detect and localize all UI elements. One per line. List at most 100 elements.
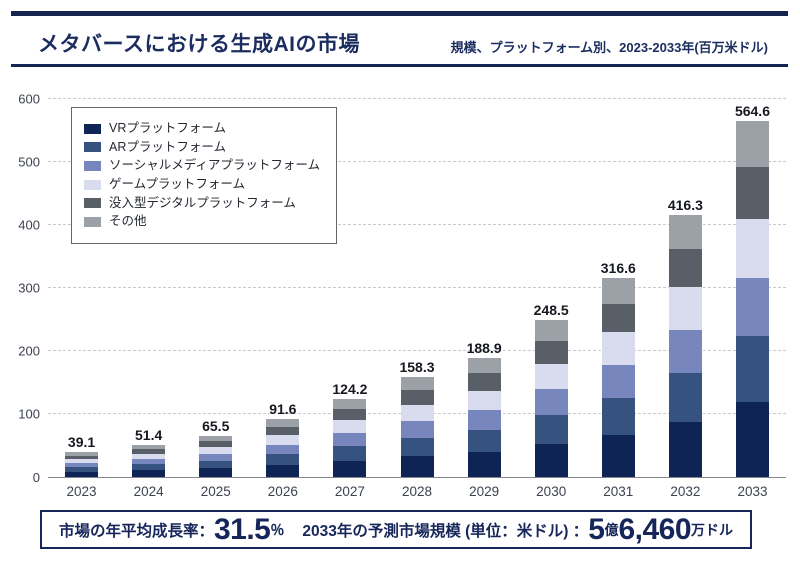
segment-2031-series-1 xyxy=(601,398,635,436)
gridline-200: 200 xyxy=(18,344,786,359)
segment-2033-series-4 xyxy=(735,167,769,220)
legend-item-4: 没入型デジタルプラットフォーム xyxy=(84,196,320,212)
legend-swatch-icon xyxy=(84,142,101,153)
total-label-2024: 51.4 xyxy=(135,426,163,443)
segment-2025-series-0 xyxy=(199,468,233,477)
bar-column-2023: 39.1 xyxy=(48,435,115,477)
segment-2028-series-4 xyxy=(400,390,434,405)
total-label-2030: 248.5 xyxy=(533,302,569,319)
segment-2028-series-0 xyxy=(400,456,434,477)
bar-column-2024: 51.4 xyxy=(115,428,182,477)
segment-2033-series-1 xyxy=(735,336,769,403)
segment-2033-series-5 xyxy=(735,121,769,168)
segment-2029-series-1 xyxy=(467,430,501,452)
segment-2023-series-3 xyxy=(65,459,99,464)
segment-2027-series-0 xyxy=(333,460,367,477)
gridline-500: 500 xyxy=(18,155,786,170)
segment-2028-series-1 xyxy=(400,437,434,457)
top-accent-rule xyxy=(11,11,788,16)
x-tick-2028: 2028 xyxy=(401,484,433,499)
header-divider-rule xyxy=(11,64,788,67)
bar-column-2031: 316.6 xyxy=(585,261,652,477)
stacked-bar-2023 xyxy=(65,452,99,477)
segment-2031-series-3 xyxy=(601,332,635,366)
forecast-unit-1: 億 xyxy=(604,521,619,538)
gridline-400: 400 xyxy=(18,218,786,233)
stacked-bar-2030 xyxy=(534,320,568,477)
bar-column-2026: 91.6 xyxy=(249,402,316,477)
segment-2027-series-5 xyxy=(333,398,367,409)
stacked-bar-2033 xyxy=(735,121,769,477)
forecast-value-2: 6,460 xyxy=(618,512,692,546)
legend-item-0: VRプラットフォーム xyxy=(84,121,320,137)
segment-2026-series-1 xyxy=(266,454,300,465)
total-label-2032: 416.3 xyxy=(667,196,703,213)
y-tick-0: 0 xyxy=(32,470,40,485)
segment-2032-series-1 xyxy=(668,373,702,422)
cagr-label: 市場の年平均成長率： xyxy=(58,522,214,540)
legend-swatch-icon xyxy=(84,216,101,227)
legend-label: ARプラットフォーム xyxy=(109,139,226,154)
x-tick-2026: 2026 xyxy=(267,484,298,499)
total-label-2025: 65.5 xyxy=(202,417,230,434)
y-tick-100: 100 xyxy=(18,406,40,422)
total-label-2023: 39.1 xyxy=(67,434,96,451)
bar-columns: 39.1 51.4 65.5 91.6 124.2 158.3 188.9 248.5 316.… xyxy=(48,100,786,477)
segment-2024-series-1 xyxy=(132,464,166,471)
segment-2026-series-5 xyxy=(266,419,300,427)
segment-2024-series-3 xyxy=(132,453,166,459)
segment-2030-series-0 xyxy=(534,444,568,477)
segment-2030-series-2 xyxy=(534,389,568,416)
x-tick-2032: 2032 xyxy=(670,484,701,499)
y-tick-200: 200 xyxy=(18,343,40,359)
summary-banner: 市場の年平均成長率： 31.5 ％ 2033年の予測市場規模 (単位：米ドル) ： 5… xyxy=(40,510,752,549)
segment-2029-series-4 xyxy=(467,373,501,391)
segment-2032-series-2 xyxy=(668,330,702,374)
segment-2033-series-0 xyxy=(735,402,769,477)
segment-2023-series-4 xyxy=(65,455,99,460)
segment-2025-series-2 xyxy=(199,453,233,461)
page-title: メタバースにおける生成AIの市場 xyxy=(38,33,360,56)
stacked-bar-2031 xyxy=(601,277,635,477)
cagr-value: 31.5 xyxy=(213,512,271,546)
legend-item-5: その他 xyxy=(84,214,320,230)
segment-2025-series-1 xyxy=(199,460,233,469)
x-axis-labels: 2023 2024 2025 2026 2027 2028 2029 2030 2031 2032… xyxy=(48,484,786,499)
legend-label: 没入型デジタルプラットフォーム xyxy=(109,195,296,210)
gridline-300: 300 xyxy=(18,281,786,296)
segment-2030-series-3 xyxy=(534,363,568,390)
x-tick-2029: 2029 xyxy=(469,484,500,499)
segment-2031-series-4 xyxy=(601,303,635,333)
stacked-bar-2024 xyxy=(132,444,166,477)
segment-2027-series-1 xyxy=(333,446,367,461)
segment-2029-series-0 xyxy=(467,452,501,477)
segment-2024-series-4 xyxy=(132,448,166,454)
bar-column-2027: 124.2 xyxy=(316,382,383,477)
legend-swatch-icon xyxy=(84,123,101,134)
total-label-2028: 158.3 xyxy=(399,359,435,376)
stacked-bar-2028 xyxy=(400,377,434,477)
forecast-value-1: 5 xyxy=(588,512,605,546)
segment-2027-series-3 xyxy=(333,420,367,434)
stacked-bar-2027 xyxy=(333,398,367,477)
x-tick-2031: 2031 xyxy=(603,484,634,499)
segment-2024-series-2 xyxy=(132,458,166,465)
y-tick-400: 400 xyxy=(18,217,40,233)
stacked-bar-2029 xyxy=(467,358,501,477)
x-tick-2024: 2024 xyxy=(133,484,164,499)
chart-legend: VRプラットフォーム ARプラットフォームソーシャルメディアプラットフォームゲーム… xyxy=(71,107,338,244)
segment-2025-series-4 xyxy=(199,441,233,448)
legend-item-1: ARプラットフォーム xyxy=(84,140,320,156)
total-label-2033: 564.6 xyxy=(734,103,770,120)
total-label-2029: 188.9 xyxy=(466,340,502,357)
segment-2023-series-2 xyxy=(65,463,99,468)
segment-2029-series-2 xyxy=(467,410,501,431)
segment-2031-series-0 xyxy=(601,435,635,477)
total-label-2027: 124.2 xyxy=(332,380,368,397)
legend-label: ソーシャルメディアプラットフォーム xyxy=(109,158,321,173)
legend-item-3: ゲームプラットフォーム xyxy=(84,177,320,193)
segment-2032-series-4 xyxy=(668,248,702,287)
segment-2025-series-3 xyxy=(199,447,233,454)
header: メタバースにおける生成AIの市場 規模、プラットフォーム別、2023-2033年… xyxy=(11,16,788,58)
segment-2026-series-0 xyxy=(266,464,300,477)
